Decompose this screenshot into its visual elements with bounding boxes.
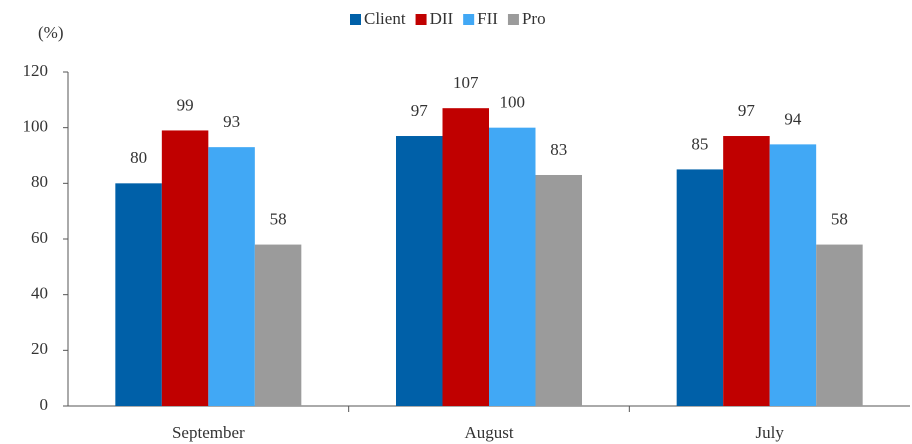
y-tick-label: 20 (31, 339, 48, 358)
y-tick-label: 0 (40, 395, 49, 414)
bar (723, 136, 770, 406)
bar (254, 244, 302, 406)
data-label: 97 (411, 101, 429, 120)
y-tick-label: 60 (31, 228, 48, 247)
bar (115, 183, 162, 406)
bar (535, 174, 582, 406)
bar (161, 130, 209, 406)
y-tick-label: 80 (31, 172, 48, 191)
bar (396, 136, 443, 406)
data-label: 58 (831, 209, 848, 228)
legend-swatch (415, 14, 427, 25)
data-label: 85 (691, 134, 708, 153)
bar (208, 147, 255, 406)
legend-swatch (463, 14, 475, 25)
legend-label: Client (364, 9, 406, 28)
legend-label: Pro (522, 9, 546, 28)
legend-swatch (507, 14, 519, 25)
data-label: 99 (177, 95, 194, 114)
data-label: 94 (784, 109, 802, 128)
x-tick-label: August (464, 423, 513, 442)
data-label: 80 (130, 148, 147, 167)
data-label: 107 (453, 73, 479, 92)
data-label: 93 (223, 112, 240, 131)
y-tick-label: 100 (23, 117, 49, 136)
y-axis-label: (%) (38, 23, 63, 42)
y-tick-label: 120 (23, 61, 49, 80)
x-tick-label: July (755, 423, 784, 442)
data-label: 83 (550, 140, 567, 159)
x-tick-label: September (172, 423, 245, 442)
data-label: 97 (738, 101, 756, 120)
legend-swatch (350, 14, 361, 25)
legend-label: FII (477, 9, 498, 28)
y-tick-label: 40 (31, 284, 48, 303)
data-label: 58 (270, 209, 287, 228)
bar (442, 108, 489, 406)
bar (769, 144, 817, 406)
bar (676, 169, 724, 406)
bar (489, 127, 536, 407)
bar (816, 244, 863, 406)
data-label: 100 (500, 93, 526, 112)
legend-label: DII (430, 9, 454, 28)
